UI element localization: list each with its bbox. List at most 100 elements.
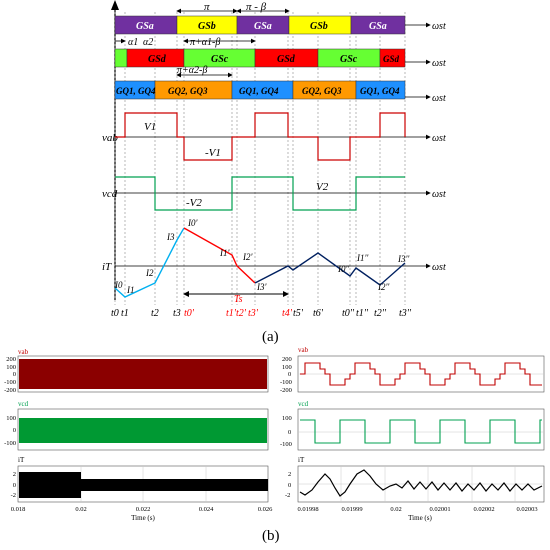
vcd-label: vcd	[102, 188, 118, 200]
panel-b-label: (b)	[262, 528, 280, 544]
simulation-plots: vab 200 100 0 -100 -200 vcd 100 0 -100 i…	[4, 346, 545, 522]
svg-text:100: 100	[282, 415, 292, 422]
t-labels: t0 t1 t2 t3 t0' t1' t2' t3' t4' t5' t6' …	[111, 308, 412, 319]
right-vcd-title: vcd	[298, 400, 309, 408]
t0p-label: t0'	[184, 308, 195, 319]
left-iT-trace-start	[19, 472, 81, 498]
svg-text:-100: -100	[4, 379, 16, 386]
I1p-label: I1'	[219, 248, 230, 258]
svg-text:100: 100	[6, 364, 16, 371]
right-vab-yticks: 200 100 0 -100 -200	[280, 356, 292, 394]
t3pp-label: t3''	[399, 308, 412, 319]
panel-a-label: (a)	[262, 329, 279, 345]
svg-text:0.01998: 0.01998	[297, 506, 318, 513]
right-plots: vab 200 100 0 -100 -200 vcd 100 0 -100	[280, 346, 545, 522]
iT-axis-label: ωst	[432, 262, 446, 273]
svg-text:0: 0	[13, 371, 16, 378]
row1-axis-label: ωst	[432, 21, 446, 32]
row3-label-3: GQ1, GQ4	[239, 86, 279, 96]
svg-text:0.02: 0.02	[390, 506, 401, 513]
t0-label: t0	[111, 308, 119, 319]
gate-row-2: GSd GSc GSd GSc GSd ωst	[114, 48, 446, 69]
right-vab-trace	[300, 362, 542, 386]
vcd-axis-label: ωst	[432, 189, 446, 200]
Ts-label: Ts	[234, 294, 243, 305]
vab-waveform: ωst vab V1 -V1	[102, 112, 446, 161]
svg-text:-200: -200	[280, 387, 292, 394]
t3-label: t3	[173, 308, 181, 319]
row1-label-2: GSb	[198, 21, 216, 32]
right-vcd-frame	[297, 408, 545, 451]
gate-row-1: GSa GSb GSa GSb GSa ωst	[114, 15, 446, 35]
t0pp-label: t0''	[342, 308, 355, 319]
pi-annotation: π	[204, 1, 210, 13]
svg-text:100: 100	[282, 364, 292, 371]
left-iT-yticks: 2 0 -2	[11, 471, 16, 499]
pi-plus-a2-annotation: π+α2-β	[177, 65, 207, 76]
I2pp-label: I2''	[377, 282, 390, 292]
svg-text:-100: -100	[4, 440, 16, 447]
alpha1-annotation: α1	[128, 37, 138, 48]
left-vcd-yticks: 100 0 -100	[4, 415, 16, 447]
row3-label-1: GQ1, GQ4	[116, 86, 156, 96]
t2pp-label: t2''	[374, 308, 387, 319]
vcd-waveform: ωst vcd V2 -V2	[102, 176, 446, 211]
right-vab-title: vab	[298, 346, 309, 354]
row1-label-4: GSb	[310, 21, 328, 32]
svg-text:0.02: 0.02	[75, 506, 86, 513]
vab-label: vab	[102, 132, 118, 144]
left-vcd-trace	[19, 418, 267, 443]
right-xticks: 0.01998 0.01999 0.02 0.02001 0.02002 0.0…	[297, 506, 537, 513]
svg-text:0.02002: 0.02002	[473, 506, 494, 513]
row2-label-5: GSd	[383, 54, 400, 64]
row2-axis-label: ωst	[432, 58, 446, 69]
svg-text:200: 200	[6, 356, 16, 363]
row2-label-3: GSd	[277, 54, 296, 65]
svg-text:200: 200	[282, 356, 292, 363]
timing-diagram: π π - β GSa GSb GSa GSb GSa ωst α1 α2 π+…	[102, 0, 446, 319]
svg-text:0.02001: 0.02001	[429, 506, 450, 513]
row1-label-3: GSa	[254, 21, 272, 32]
left-xlabel: Time (s)	[131, 514, 155, 522]
left-xticks: 0.018 0.02 0.022 0.024 0.026	[11, 506, 273, 513]
I3p-label: I3'	[256, 282, 267, 292]
svg-text:0.02003: 0.02003	[516, 506, 537, 513]
I1-label: I1	[126, 285, 135, 295]
left-vab-title: vab	[18, 348, 29, 356]
left-plots: vab 200 100 0 -100 -200 vcd 100 0 -100 i…	[4, 348, 273, 522]
I2p-label: I2'	[242, 252, 253, 262]
svg-text:2: 2	[13, 471, 16, 478]
svg-text:0.01999: 0.01999	[341, 506, 362, 513]
I2-label: I2	[145, 268, 154, 278]
svg-text:-100: -100	[280, 441, 292, 448]
left-iT-trace-steady	[81, 479, 268, 491]
pi-minus-beta-annotation: π - β	[246, 1, 267, 13]
V1-label: V1	[144, 121, 156, 133]
t2p-label: t2'	[236, 308, 247, 319]
row3-axis-label: ωst	[432, 93, 446, 104]
right-vcd-yticks: 100 0 -100	[280, 415, 292, 448]
iT-label: iT	[102, 261, 112, 273]
svg-text:2: 2	[288, 471, 291, 478]
I0pp-label: I0''	[337, 264, 350, 274]
row1-label-1: GSa	[136, 21, 154, 32]
svg-text:0: 0	[288, 429, 291, 436]
row3-label-4: GQ2, GQ3	[302, 86, 342, 96]
right-iT-trace	[299, 469, 543, 497]
svg-text:-2: -2	[285, 492, 290, 499]
I1pp-label: I1''	[356, 253, 369, 263]
row1-label-5: GSa	[369, 21, 387, 32]
svg-text:0.026: 0.026	[258, 506, 273, 513]
svg-text:0: 0	[13, 482, 16, 489]
row3-label-2: GQ2, GQ3	[168, 86, 208, 96]
V2-label: V2	[316, 181, 329, 193]
right-iT-title: iT	[298, 456, 305, 464]
alpha2-annotation: α2	[143, 37, 153, 48]
svg-text:100: 100	[6, 415, 16, 422]
svg-text:0: 0	[288, 371, 291, 378]
left-iT-title: iT	[18, 456, 25, 464]
vab-axis-label: ωst	[432, 133, 446, 144]
svg-text:0.018: 0.018	[11, 506, 26, 513]
